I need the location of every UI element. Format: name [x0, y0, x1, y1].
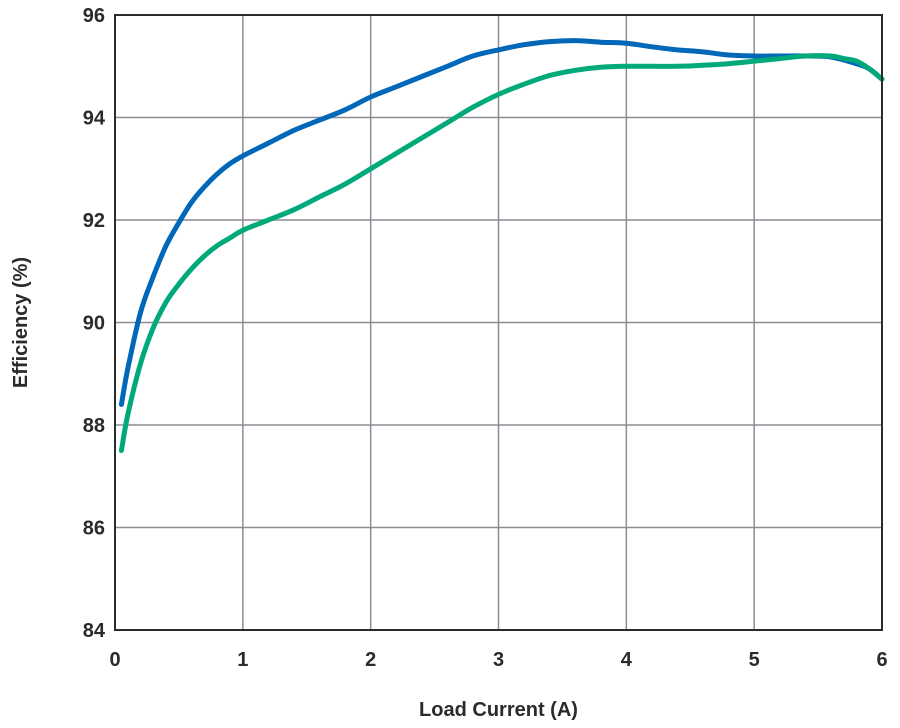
y-tick-label: 84 — [83, 620, 106, 642]
x-tick-label: 3 — [493, 649, 504, 671]
x-tick-label: 0 — [109, 649, 120, 671]
plot-frame — [114, 14, 883, 631]
series-line-2 — [118, 53, 885, 454]
y-tick-label: 94 — [83, 108, 106, 130]
x-tick-label: 1 — [237, 649, 248, 671]
y-tick-label: 90 — [83, 313, 105, 335]
y-tick-label: 88 — [83, 415, 105, 437]
series-group — [118, 38, 885, 454]
series-line-1 — [118, 38, 885, 407]
y-tick-labels: 84 86 88 90 92 94 96 — [83, 5, 106, 642]
grid — [114, 14, 883, 631]
x-axis-title: Load Current (A) — [419, 699, 578, 721]
x-tick-label: 6 — [876, 649, 887, 671]
y-tick-label: 92 — [83, 210, 105, 232]
x-tick-labels: 0 1 2 3 4 5 6 — [109, 649, 887, 671]
y-axis-title: Efficiency (%) — [10, 257, 32, 388]
x-tick-label: 4 — [621, 649, 633, 671]
x-tick-label: 5 — [749, 649, 760, 671]
x-tick-label: 2 — [365, 649, 376, 671]
y-tick-label: 86 — [83, 518, 105, 540]
y-tick-label: 96 — [83, 5, 105, 27]
